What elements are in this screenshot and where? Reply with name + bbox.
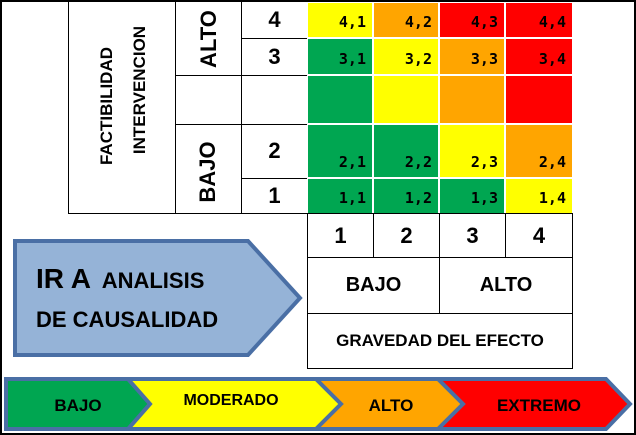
matrix-cell: 2,2	[373, 124, 439, 178]
callout-line1-rest: ANALISIS	[102, 268, 205, 293]
x-level-3: 3	[439, 213, 506, 258]
y-level-2: 2	[241, 124, 308, 179]
matrix-cell-label: 2,2	[404, 153, 432, 171]
y-low-label: BAJO	[195, 141, 220, 203]
matrix-cell-label: 1,4	[538, 189, 566, 207]
matrix-cell-label: 3,2	[404, 50, 432, 68]
matrix-cell-label: 4,2	[404, 13, 432, 31]
matrix-cell: 1,3	[439, 178, 505, 214]
x-level-4: 4	[505, 213, 573, 258]
matrix-cell-label: 2,3	[470, 153, 498, 171]
risk-legend: BAJO MODERADO ALTO EXTREMO	[4, 377, 633, 431]
matrix-cell: 3,1	[307, 38, 373, 75]
matrix-cell-label: 2,4	[538, 153, 566, 171]
matrix-cell: 3,3	[439, 38, 505, 75]
matrix-cell: 4,1	[307, 2, 373, 38]
matrix-cell	[505, 75, 573, 124]
legend-item-extremo	[433, 377, 633, 431]
matrix-cell: 2,4	[505, 124, 573, 178]
legend-label-moderado: MODERADO	[183, 392, 278, 409]
matrix-cell-label: 4,1	[338, 13, 366, 31]
y-axis-title-line2: INTERVENCION	[130, 25, 149, 155]
matrix-cell: 1,4	[505, 178, 573, 214]
x-axis-title: GRAVEDAD DEL EFECTO	[307, 313, 573, 369]
matrix-cell-label: 4,3	[470, 13, 498, 31]
y-high-label: ALTO	[196, 10, 221, 68]
callout-line2: DE CAUSALIDAD	[36, 307, 218, 332]
matrix-cell: 3,2	[373, 38, 439, 75]
matrix-cell: 4,4	[505, 2, 573, 38]
matrix-cell: 1,2	[373, 178, 439, 214]
callout-ir-a-text: IR A	[36, 263, 91, 294]
matrix-cell: 2,3	[439, 124, 505, 178]
matrix-cell-label: 3,4	[538, 50, 566, 68]
matrix-cell-label: 3,3	[470, 50, 498, 68]
y-level-3: 3	[241, 38, 308, 76]
y-level-empty	[241, 75, 308, 125]
x-high-label: ALTO	[439, 257, 573, 314]
matrix-cell	[439, 75, 505, 124]
matrix-cell-label: 1,1	[338, 189, 366, 207]
y-mid-empty-box	[175, 75, 242, 125]
matrix-cell: 3,4	[505, 38, 573, 75]
legend-label-bajo: BAJO	[54, 396, 101, 415]
x-low-label: BAJO	[307, 257, 440, 314]
y-level-1: 1	[241, 178, 308, 214]
matrix-cell-label: 3,1	[338, 50, 366, 68]
matrix-cell-label: 4,4	[538, 13, 566, 31]
matrix-cell: 4,2	[373, 2, 439, 38]
callout-ir-a: IR A ANALISIS	[36, 263, 204, 294]
matrix-cell-label: 2,1	[338, 153, 366, 171]
matrix-cell	[307, 75, 373, 124]
matrix-cell: 1,1	[307, 178, 373, 214]
callout-arrow[interactable]: IR A ANALISIS DE CAUSALIDAD	[12, 238, 304, 358]
legend-label-alto: ALTO	[369, 396, 414, 415]
y-axis-title-box	[68, 2, 176, 214]
matrix-cell	[373, 75, 439, 124]
matrix-cell-label: 1,3	[470, 189, 498, 207]
matrix-cell-label: 1,2	[404, 189, 432, 207]
x-level-2: 2	[373, 213, 440, 258]
matrix-cell: 2,1	[307, 124, 373, 178]
y-axis-title-line1: FACTIBILIDAD	[97, 46, 116, 166]
legend-label-extremo: EXTREMO	[497, 396, 581, 415]
x-level-1: 1	[307, 213, 374, 258]
matrix-cell: 4,3	[439, 2, 505, 38]
callout-arrow-shape	[13, 239, 303, 357]
y-level-4: 4	[241, 2, 308, 39]
